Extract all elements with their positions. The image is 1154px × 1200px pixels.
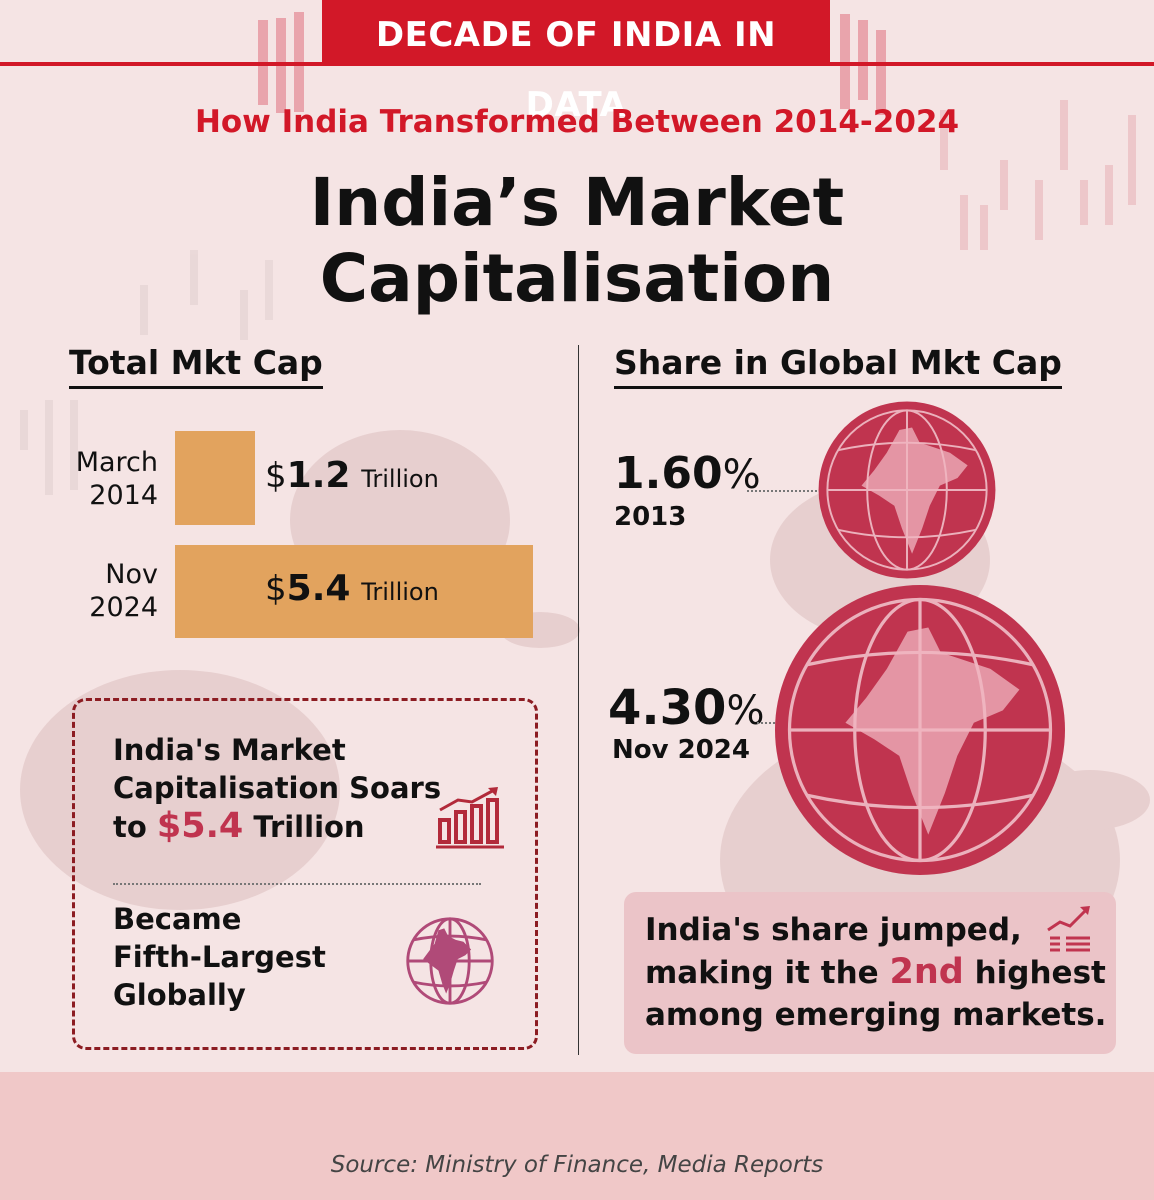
callout-prefix: making it the (645, 955, 890, 991)
share-bubble-1 (775, 585, 1065, 875)
share-2013-year: 2013 (614, 502, 687, 532)
footer-band (0, 1072, 1154, 1200)
bar-value-label: $1.2 Trillion (265, 455, 439, 496)
section-divider (578, 345, 579, 1055)
value-number: 5.4 (286, 568, 351, 609)
statement-line: Globally (113, 978, 246, 1012)
subtitle: How India Transformed Between 2014-2024 (194, 104, 960, 140)
fifth-largest-statement: Became Fifth-Largest Globally (113, 900, 326, 1014)
share-bubble-0 (818, 401, 996, 579)
bar-category-line: Nov (105, 559, 158, 590)
bar-category-line: March (75, 447, 158, 478)
india-map-icon (861, 427, 968, 554)
bar-mkt-cap-2024 (175, 545, 533, 638)
title-line-1: India’s Market (309, 164, 845, 241)
highlight-box (72, 698, 538, 1050)
page-title: India’s Market Capitalisation (0, 165, 1154, 317)
share-2013-value: 1.60% (614, 448, 761, 499)
statement-line: India's Market (113, 733, 346, 767)
bar-category-label: March 2014 (28, 446, 158, 512)
banner-label: DECADE OF INDIA IN DATA (375, 15, 777, 125)
leader-line (747, 490, 845, 492)
bar-mkt-cap-2014 (175, 431, 255, 525)
value-unit: Trillion (361, 465, 439, 493)
value-number: 1.2 (286, 455, 351, 496)
statement-suffix: Trillion (243, 810, 365, 844)
share-suffix: % (726, 688, 765, 734)
statement-prefix: to (113, 810, 157, 844)
india-map-icon (845, 627, 1020, 835)
statement-line: Fifth-Largest (113, 940, 326, 974)
title-line-2: Capitalisation (319, 240, 835, 317)
statement-line: to $5.4 Trillion (113, 807, 441, 846)
bar-category-label: Nov 2024 (28, 558, 158, 624)
value-prefix: $ (265, 569, 287, 609)
share-number: 1.60 (614, 448, 723, 499)
callout-box (624, 892, 1116, 1054)
share-2024-year: Nov 2024 (612, 735, 750, 765)
callout-line: India's share jumped, (645, 912, 1022, 948)
value-prefix: $ (265, 456, 287, 496)
bar-category-line: 2024 (89, 592, 158, 623)
share-number: 4.30 (608, 680, 727, 736)
soars-statement: India's Market Capitalisation Soars to $… (113, 731, 441, 846)
trend-chart-icon (1047, 906, 1090, 952)
leader-line (757, 722, 779, 724)
statement-line: Capitalisation Soars (113, 771, 442, 805)
total-mkt-cap-heading: Total Mkt Cap (69, 343, 323, 389)
box-divider (113, 883, 481, 885)
bar-value-label: $5.4 Trillion (265, 568, 439, 609)
source-note: Source: Ministry of Finance, Media Repor… (330, 1152, 824, 1178)
statement-value: $5.4 (156, 806, 244, 846)
callout-line: making it the 2nd highest (645, 951, 1106, 994)
callout-suffix: highest (963, 955, 1106, 991)
statement-line: Became (113, 902, 242, 936)
value-unit: Trillion (361, 578, 439, 606)
global-share-bubbles (775, 401, 1065, 875)
callout-text: India's share jumped, making it the 2nd … (645, 909, 1106, 1036)
share-2024-value: 4.30% (608, 680, 764, 736)
callout-line: among emerging markets. (645, 997, 1107, 1033)
callout-value: 2nd (889, 952, 964, 992)
header-banner: DECADE OF INDIA IN DATA (322, 0, 830, 125)
bar-growth-icon (436, 787, 504, 849)
global-share-heading: Share in Global Mkt Cap (614, 343, 1062, 389)
globe-india-icon (406, 917, 494, 1005)
bar-category-line: 2014 (89, 480, 158, 511)
